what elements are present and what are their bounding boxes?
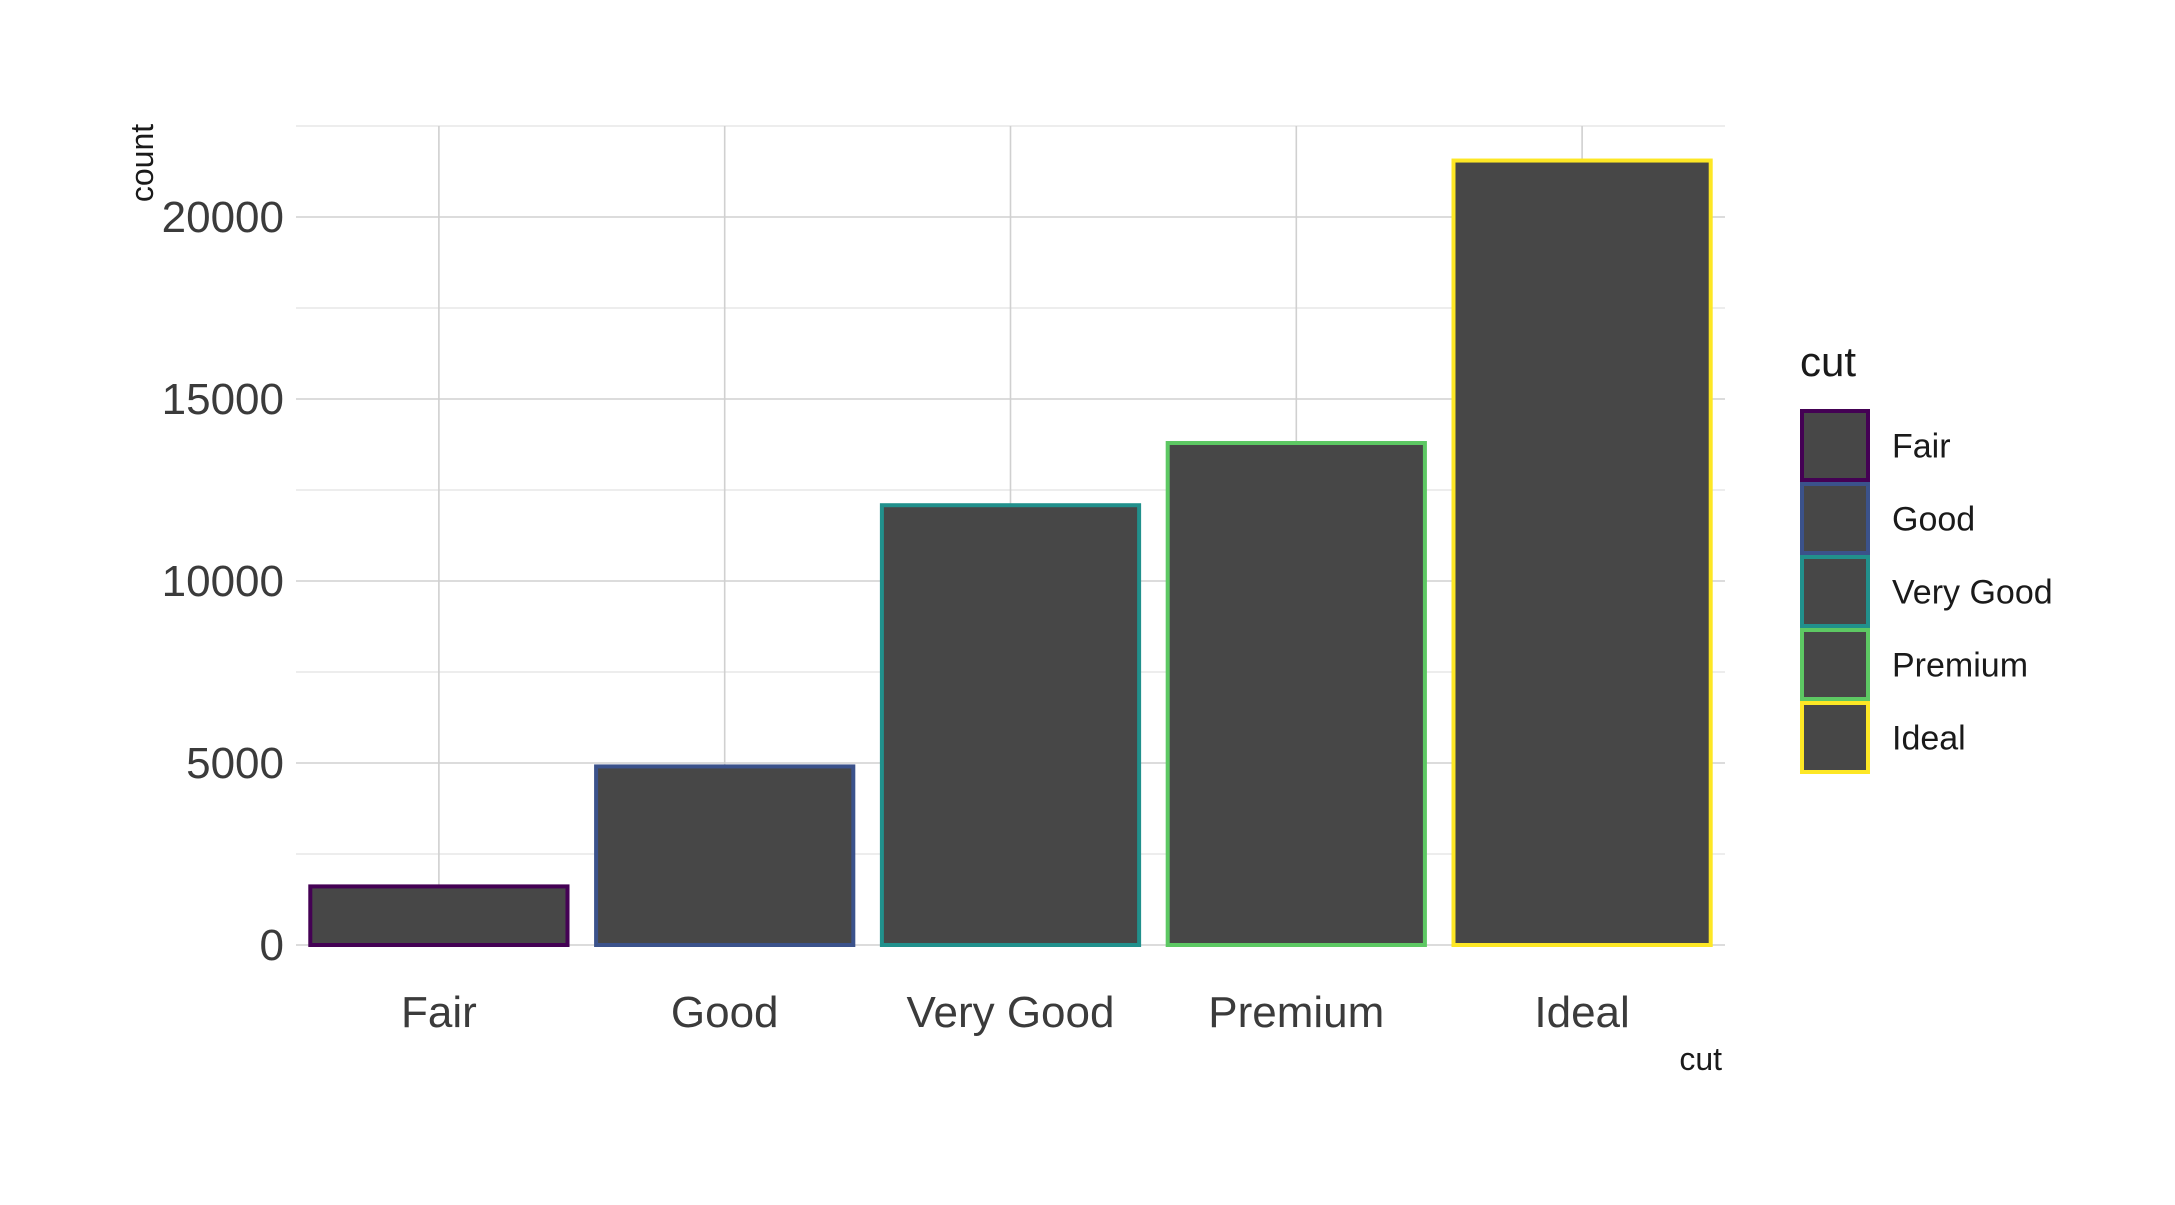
y-axis-title: count [124, 124, 160, 202]
bar-ideal [1451, 158, 1713, 948]
legend-title: cut [1800, 338, 1856, 385]
y-tick-label: 15000 [162, 375, 284, 424]
legend-label: Very Good [1892, 574, 2053, 612]
x-tick-label: Very Good [907, 988, 1115, 1037]
legend-key-ideal [1800, 701, 1870, 774]
legend-key-fair [1800, 409, 1870, 482]
legend-key-premium [1800, 628, 1870, 701]
bar-fair [308, 884, 570, 947]
y-tick-label: 20000 [162, 193, 284, 242]
y-tick-label: 5000 [186, 739, 284, 788]
legend-key-good [1800, 482, 1870, 555]
y-tick-label: 10000 [162, 557, 284, 606]
bar-very-good [879, 503, 1142, 947]
x-tick-label: Premium [1208, 988, 1384, 1037]
legend-items: Fair Good Very Good Premium Ideal [1800, 409, 2053, 774]
bars [308, 158, 1713, 948]
x-axis-tick-labels: Fair Good Very Good Premium Ideal [401, 988, 1630, 1037]
legend-label: Good [1892, 501, 1975, 539]
x-tick-label: Fair [401, 988, 477, 1037]
legend-key-very-good [1800, 555, 1870, 628]
y-tick-label: 0 [260, 921, 284, 970]
x-tick-label: Good [671, 988, 779, 1037]
x-axis-title: cut [1679, 1041, 1722, 1077]
x-tick-label: Ideal [1534, 988, 1629, 1037]
bar-good [594, 764, 856, 947]
legend-label: Ideal [1892, 720, 1966, 758]
y-axis-tick-labels: 0 5000 10000 15000 20000 [162, 193, 284, 970]
bar-premium [1165, 441, 1427, 947]
legend-label: Premium [1892, 647, 2028, 685]
legend: cut Fair Good Very Good Premium Ideal [1800, 338, 2053, 774]
legend-label: Fair [1892, 428, 1951, 466]
